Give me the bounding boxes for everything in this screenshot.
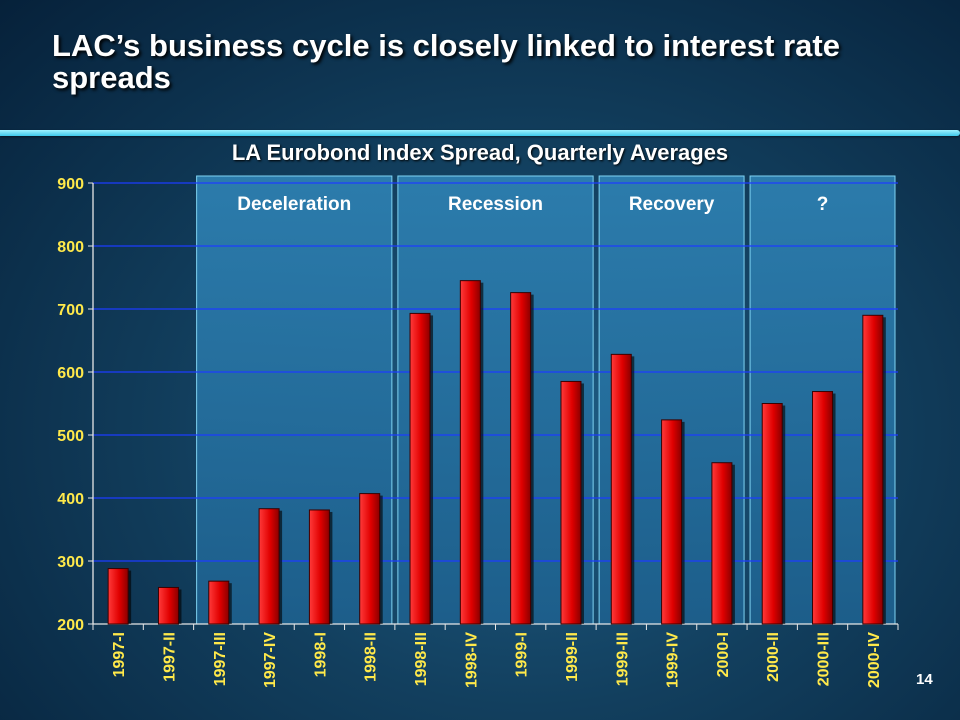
x-tick-label: 1998-III [413, 632, 430, 686]
x-tick-label: 2000-III [816, 632, 833, 686]
phase-label: ? [817, 194, 829, 215]
y-tick-label: 800 [57, 239, 84, 256]
x-tick-label: 1997-I [111, 632, 128, 677]
bar [812, 391, 834, 625]
x-tick-label: 1997-II [161, 632, 178, 682]
y-tick-label: 300 [57, 554, 84, 571]
bar [560, 380, 582, 625]
chart-title: LA Eurobond Index Spread, Quarterly Aver… [231, 140, 729, 165]
bar [711, 462, 733, 625]
bar [761, 403, 783, 625]
x-tick-label: 1998-IV [463, 632, 480, 688]
x-tick-label: 1997-IV [262, 632, 279, 688]
bar [157, 586, 179, 625]
phase-label: Recovery [629, 194, 715, 215]
phase-label: Deceleration [237, 194, 351, 215]
x-tick-label: 2000-I [715, 632, 732, 677]
bar [661, 419, 683, 625]
phase-label: Recession [448, 194, 543, 215]
bar [610, 353, 632, 625]
y-tick-label: 900 [57, 176, 84, 193]
bar [510, 292, 532, 625]
y-tick-label: 600 [57, 365, 84, 382]
bar [862, 314, 884, 625]
page-number: 14 [916, 671, 933, 688]
y-tick-label: 700 [57, 302, 84, 319]
y-tick-label: 200 [57, 617, 84, 634]
bar [409, 312, 431, 625]
bar [258, 508, 280, 625]
x-tick-label: 1999-III [614, 632, 631, 686]
title-accent-rule [0, 130, 960, 136]
bar [208, 580, 230, 625]
x-tick-label: 1997-III [212, 632, 229, 686]
y-tick-label: 400 [57, 491, 84, 508]
bar [107, 568, 129, 625]
x-tick-label: 1999-II [564, 632, 581, 682]
bar [308, 509, 330, 625]
y-tick-label: 500 [57, 428, 84, 445]
x-tick-label: 1998-I [312, 632, 329, 677]
x-tick-label: 1998-II [363, 632, 380, 682]
x-tick-label: 1999-I [514, 632, 531, 677]
x-tick-label: 2000-IV [866, 632, 883, 688]
bar [359, 493, 381, 625]
x-tick-label: 1999-IV [665, 632, 682, 688]
bar [459, 280, 481, 625]
x-tick-label: 2000-II [765, 632, 782, 682]
slide-title: LAC’s business cycle is closely linked t… [52, 28, 840, 95]
